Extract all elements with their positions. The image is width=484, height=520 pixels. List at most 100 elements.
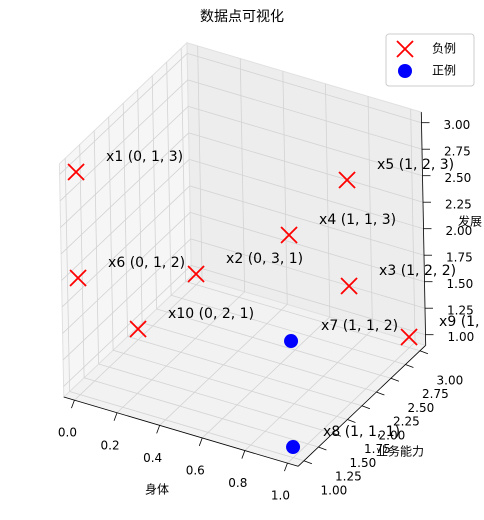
point [340, 277, 358, 295]
y-axis-label: 业务能力 [376, 444, 424, 459]
tick-mark [318, 446, 327, 451]
grid-line [127, 336, 363, 407]
grid-line [62, 238, 191, 361]
grid-line [189, 159, 424, 230]
point-label: x3 (1, 2, 2) [379, 263, 456, 279]
z-tick-label: 2.25 [445, 198, 472, 212]
grid-line [190, 212, 425, 283]
z-tick-label: 1.00 [448, 330, 475, 344]
z-axis-label: 发展 [458, 214, 482, 229]
y-tick-label: 1.75 [364, 442, 391, 456]
x-tick-label: 0.2 [101, 438, 120, 452]
point [67, 163, 85, 181]
point [187, 265, 205, 283]
point [280, 226, 298, 244]
x-tick-label: 0.4 [143, 451, 162, 465]
x-axis-label: 身体 [145, 482, 169, 497]
y-tick-label: 1.25 [335, 470, 362, 484]
tick-mark [156, 425, 161, 434]
tick-mark [113, 412, 118, 421]
grid-line [141, 322, 377, 393]
point-label: x5 (1, 2, 3) [377, 157, 454, 173]
y-tick-label: 1.00 [321, 483, 348, 497]
point-label: x6 (0, 1, 2) [108, 255, 185, 271]
tick-mark [405, 364, 414, 368]
tick-mark [361, 405, 371, 410]
point [286, 440, 301, 455]
grid-line [61, 159, 190, 281]
tick-mark [284, 463, 288, 472]
point-label: x10 (0, 2, 1) [168, 306, 254, 322]
point [69, 269, 87, 287]
z-tick-label: 1.75 [446, 251, 473, 265]
y-tick-label: 1.50 [350, 456, 377, 470]
axes [58, 41, 434, 472]
point [400, 328, 418, 346]
point [284, 334, 299, 349]
y-tick-label: 3.00 [437, 373, 464, 387]
point-shape [187, 265, 205, 283]
x-tick-label: 1.0 [271, 489, 290, 503]
z-tick-label: 1.25 [447, 304, 474, 318]
z-tick-label: 3.00 [444, 118, 471, 132]
grid-line [191, 265, 426, 336]
point-shape [69, 269, 87, 287]
point-shape [129, 320, 147, 338]
legend-box [385, 33, 475, 87]
grid-line [62, 212, 191, 334]
grid-line [187, 79, 423, 150]
tick-mark [198, 437, 203, 447]
grid-line [60, 132, 189, 255]
y-tick-label: 2.25 [393, 415, 420, 429]
tick-mark [376, 391, 385, 396]
grid-line [98, 363, 334, 434]
y-tick-label: 2.75 [422, 387, 449, 401]
x-axis-line [63, 396, 299, 467]
grid-line [60, 106, 189, 228]
y-tick-label: 2.00 [379, 428, 406, 442]
point-shape [340, 277, 358, 295]
grid-line [189, 185, 425, 256]
grid-line [190, 238, 426, 309]
point [129, 320, 147, 338]
grid-line [63, 265, 192, 387]
grid-line [185, 281, 421, 352]
tick-mark [390, 377, 400, 382]
point-label: x9 (1, 3, 1) [439, 314, 484, 330]
point-shape [400, 328, 418, 346]
grid-line [59, 79, 188, 202]
legend-marker [398, 64, 412, 78]
grid-line [187, 53, 422, 124]
tick-mark [241, 450, 246, 459]
z-tick-label: 2.75 [444, 145, 471, 159]
point-shape [338, 171, 356, 189]
point [338, 171, 356, 189]
grid-line [69, 391, 305, 462]
tick-mark [332, 432, 342, 437]
grid-line [83, 377, 319, 448]
point-label: x7 (1, 1, 2) [321, 318, 398, 334]
grid-line [61, 185, 190, 308]
x-tick-label: 0.8 [228, 476, 247, 490]
z-tick-label: 2.00 [446, 224, 473, 238]
z-tick-label: 1.50 [447, 277, 474, 291]
point-label: x4 (1, 1, 3) [319, 212, 396, 228]
point-shape [280, 226, 298, 244]
grid-line [156, 308, 392, 379]
z-tick-label: 2.50 [445, 171, 472, 185]
legend-label: 负例 [432, 42, 456, 56]
tick-mark [303, 460, 313, 465]
x-tick-label: 0.6 [186, 463, 205, 477]
tick-mark [419, 350, 429, 355]
point-shape [396, 40, 414, 58]
grid-line [188, 132, 424, 203]
z-axis-line [420, 112, 427, 346]
legend-label: 正例 [432, 64, 456, 78]
grid-line [59, 53, 188, 175]
point-label: x8 (1, 1, 1) [323, 424, 400, 440]
y-axis-line [297, 345, 426, 467]
point-shape [67, 163, 85, 181]
